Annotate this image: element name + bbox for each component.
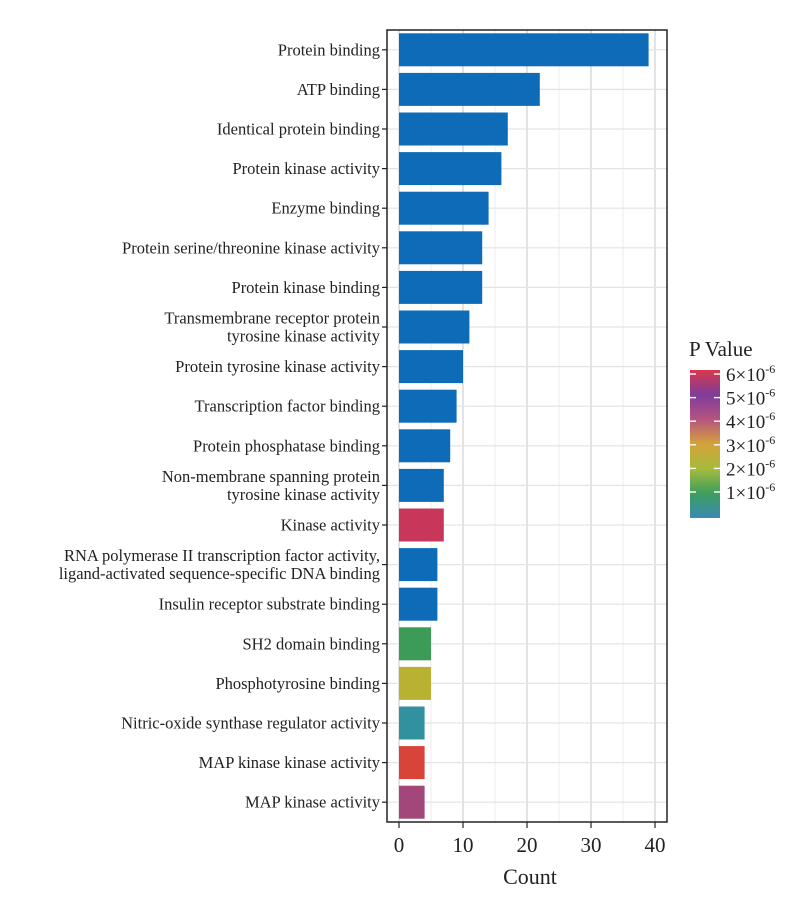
- bar: [399, 112, 508, 146]
- category-label-line: tyrosine kinase activity: [227, 327, 381, 346]
- category-label-line: Transmembrane receptor protein: [164, 309, 380, 328]
- bar: [399, 746, 425, 780]
- x-tick-label: 0: [394, 833, 405, 857]
- category-label-line: Protein phosphatase binding: [193, 436, 380, 455]
- bar: [399, 152, 502, 186]
- category-label-line: ATP binding: [297, 80, 380, 99]
- category-label: MAP kinase activity: [245, 793, 381, 812]
- category-label: Transcription factor binding: [195, 397, 380, 416]
- category-label: Protein kinase activity: [232, 159, 380, 178]
- category-label-line: Non-membrane spanning protein: [162, 467, 380, 486]
- category-label: RNA polymerase II transcription factor a…: [59, 546, 380, 583]
- x-tick-label: 40: [645, 833, 666, 857]
- x-tick-label: 10: [453, 833, 474, 857]
- legend-tick-label: 1×10-6: [726, 480, 775, 504]
- bar: [399, 706, 425, 740]
- category-label-line: Protein kinase binding: [232, 278, 380, 297]
- bar: [399, 429, 451, 463]
- category-label-line: Protein kinase activity: [232, 159, 380, 178]
- category-label: Protein phosphatase binding: [193, 436, 380, 455]
- legend-colorbar: [690, 370, 720, 518]
- legend-tick-label: 4×10-6: [726, 409, 775, 433]
- category-label: Transmembrane receptor protein tyrosine k…: [164, 309, 380, 346]
- category-label-line: Identical protein binding: [217, 120, 380, 139]
- category-label-line: Protein binding: [278, 40, 380, 59]
- bar: [399, 468, 444, 502]
- category-label: Protein binding: [278, 40, 380, 59]
- legend-tick-label: 3×10-6: [726, 433, 775, 457]
- bar: [399, 587, 438, 621]
- category-label: MAP kinase kinase activity: [199, 753, 381, 772]
- category-label-line: Phosphotyrosine binding: [215, 674, 380, 693]
- legend-title: P Value: [689, 337, 753, 361]
- legend-tick-label: 6×10-6: [726, 362, 775, 386]
- x-tick-label: 30: [581, 833, 602, 857]
- category-label-line: Protein tyrosine kinase activity: [175, 357, 381, 376]
- category-label-line: Insulin receptor substrate binding: [159, 595, 380, 614]
- category-label-line: Transcription factor binding: [195, 397, 380, 416]
- x-axis: 0 10 20 30 40: [394, 822, 666, 857]
- category-label-line: RNA polymerase II transcription factor a…: [64, 546, 380, 565]
- category-label-line: MAP kinase activity: [245, 793, 381, 812]
- bar: [399, 350, 463, 384]
- category-label-line: Enzyme binding: [271, 199, 380, 218]
- bar: [399, 785, 425, 819]
- category-label: Phosphotyrosine binding: [215, 674, 380, 693]
- p-value-legend: P Value 6×10-65×10-64×10-63×10-62×10-61×…: [689, 337, 775, 518]
- bar: [399, 72, 540, 106]
- bar: [399, 231, 483, 265]
- category-label: Enzyme binding: [271, 199, 380, 218]
- category-label: Nitric-oxide synthase regulator activity: [121, 714, 381, 733]
- category-label-line: ligand-activated sequence-specific DNA b…: [59, 564, 380, 583]
- bar: [399, 270, 483, 304]
- category-label: Protein serine/threonine kinase activity: [122, 238, 381, 257]
- category-label-line: Kinase activity: [281, 516, 381, 535]
- category-label: SH2 domain binding: [242, 634, 380, 653]
- legend-tick-label: 2×10-6: [726, 456, 775, 480]
- bar: [399, 508, 444, 542]
- category-label: Protein tyrosine kinase activity: [175, 357, 381, 376]
- category-label: Insulin receptor substrate binding: [159, 595, 380, 614]
- bar: [399, 310, 470, 344]
- category-label: ATP binding: [297, 80, 380, 99]
- bar: [399, 191, 489, 225]
- category-label: Identical protein binding: [217, 120, 380, 139]
- bar: [399, 548, 438, 582]
- x-tick-label: 20: [517, 833, 538, 857]
- category-label: Non-membrane spanning protein tyrosine ki…: [162, 467, 381, 504]
- legend-ticks: 6×10-65×10-64×10-63×10-62×10-61×10-6: [690, 362, 775, 504]
- category-label-line: tyrosine kinase activity: [227, 485, 381, 504]
- category-label-line: SH2 domain binding: [242, 634, 380, 653]
- legend-tick-label: 5×10-6: [726, 386, 775, 410]
- category-label-line: Protein serine/threonine kinase activity: [122, 238, 381, 257]
- category-label-layer: Protein binding ATP binding Identical prot…: [59, 40, 387, 812]
- category-label: Kinase activity: [281, 516, 381, 535]
- bar: [399, 33, 649, 67]
- bar: [399, 666, 431, 700]
- bar: [399, 627, 431, 661]
- category-label-line: MAP kinase kinase activity: [199, 753, 381, 772]
- x-axis-title: Count: [503, 864, 557, 889]
- bar: [399, 389, 457, 423]
- category-label-line: Nitric-oxide synthase regulator activity: [121, 714, 381, 733]
- category-label: Protein kinase binding: [232, 278, 380, 297]
- bar-layer: [399, 33, 649, 819]
